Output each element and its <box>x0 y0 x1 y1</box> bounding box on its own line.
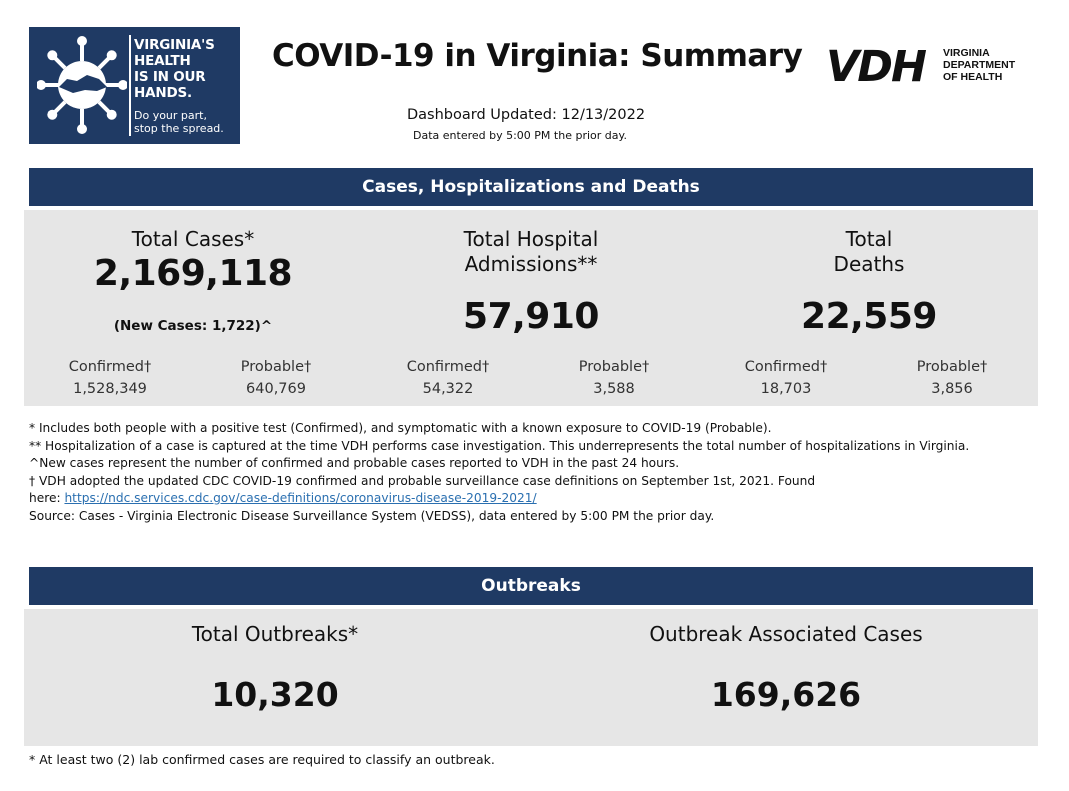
outbreak-footnote: * At least two (2) lab confirmed cases a… <box>29 752 495 767</box>
badge-tagline: Do your part, stop the spread. <box>134 109 224 135</box>
badge-divider <box>129 35 131 136</box>
dashboard-updated: Dashboard Updated: 12/13/2022 <box>407 107 646 123</box>
outbreak-associated-cases-title: Outbreak Associated Cases <box>649 622 923 646</box>
deaths-confirmed-value: 18,703 <box>760 381 812 397</box>
vdh-logo: VDH VIRGINIA DEPARTMENT OF HEALTH <box>826 44 1026 90</box>
deaths-probable-label: Probable† <box>916 359 988 375</box>
vdh-wordmark: VIRGINIA DEPARTMENT OF HEALTH <box>943 47 1016 83</box>
virus-icon <box>37 36 127 134</box>
hospital-confirmed-value: 54,322 <box>422 381 474 397</box>
total-deaths-title: Total Deaths <box>833 227 905 276</box>
hospital-probable-value: 3,588 <box>593 381 635 397</box>
cases-probable-value: 640,769 <box>246 381 306 397</box>
deaths-confirmed-label: Confirmed† <box>744 359 828 375</box>
cases-confirmed-label: Confirmed† <box>68 359 152 375</box>
total-deaths-value: 22,559 <box>801 296 937 337</box>
cases-probable-label: Probable† <box>240 359 312 375</box>
footnote-source: Source: Cases - Virginia Electronic Dise… <box>29 508 715 523</box>
footnotes: * Includes both people with a positive t… <box>29 420 1019 525</box>
footnote-link-line: here: https://ndc.services.cdc.gov/case-… <box>29 491 537 505</box>
footnote-case-definitions: † VDH adopted the updated CDC COVID-19 c… <box>29 473 816 488</box>
deaths-probable-value: 3,856 <box>931 381 973 397</box>
footnote-new-cases: ^New cases represent the number of confi… <box>29 456 680 470</box>
hospital-admissions-title: Total Hospital Admissions** <box>463 227 599 276</box>
outbreaks-section-heading: Outbreaks <box>29 567 1033 605</box>
total-outbreaks-value: 10,320 <box>211 675 339 714</box>
hospital-probable-label: Probable† <box>578 359 650 375</box>
new-cases-value: (New Cases: 1,722)^ <box>113 318 273 334</box>
page-title: COVID-19 in Virginia: Summary <box>272 38 803 74</box>
total-outbreaks-title: Total Outbreaks* <box>191 622 359 646</box>
cases-confirmed-value: 1,528,349 <box>73 381 147 397</box>
footnote-hospitalization: ** Hospitalization of a case is captured… <box>29 438 970 453</box>
outbreaks-panel: Total Outbreaks* 10,320 Outbreak Associa… <box>24 609 1038 746</box>
cases-panel: Total Cases* 2,169,118 (New Cases: 1,722… <box>24 210 1038 406</box>
total-cases-title: Total Cases* <box>131 227 255 251</box>
footnote-cases: * Includes both people with a positive t… <box>29 421 772 435</box>
hospital-admissions-value: 57,910 <box>463 296 599 337</box>
cases-section-heading: Cases, Hospitalizations and Deaths <box>29 168 1033 206</box>
virginias-health-badge: VIRGINIA'S HEALTH IS IN OUR HANDS. Do yo… <box>29 27 240 144</box>
vdh-mark: VDH <box>826 42 927 92</box>
cdc-case-definitions-link[interactable]: https://ndc.services.cdc.gov/case-defini… <box>64 491 537 505</box>
outbreak-associated-cases-value: 169,626 <box>710 675 862 714</box>
hospital-confirmed-label: Confirmed† <box>406 359 490 375</box>
badge-slogan: VIRGINIA'S HEALTH IS IN OUR HANDS. <box>134 37 215 101</box>
total-cases-value: 2,169,118 <box>93 253 293 294</box>
updated-note: Data entered by 5:00 PM the prior day. <box>413 129 627 142</box>
